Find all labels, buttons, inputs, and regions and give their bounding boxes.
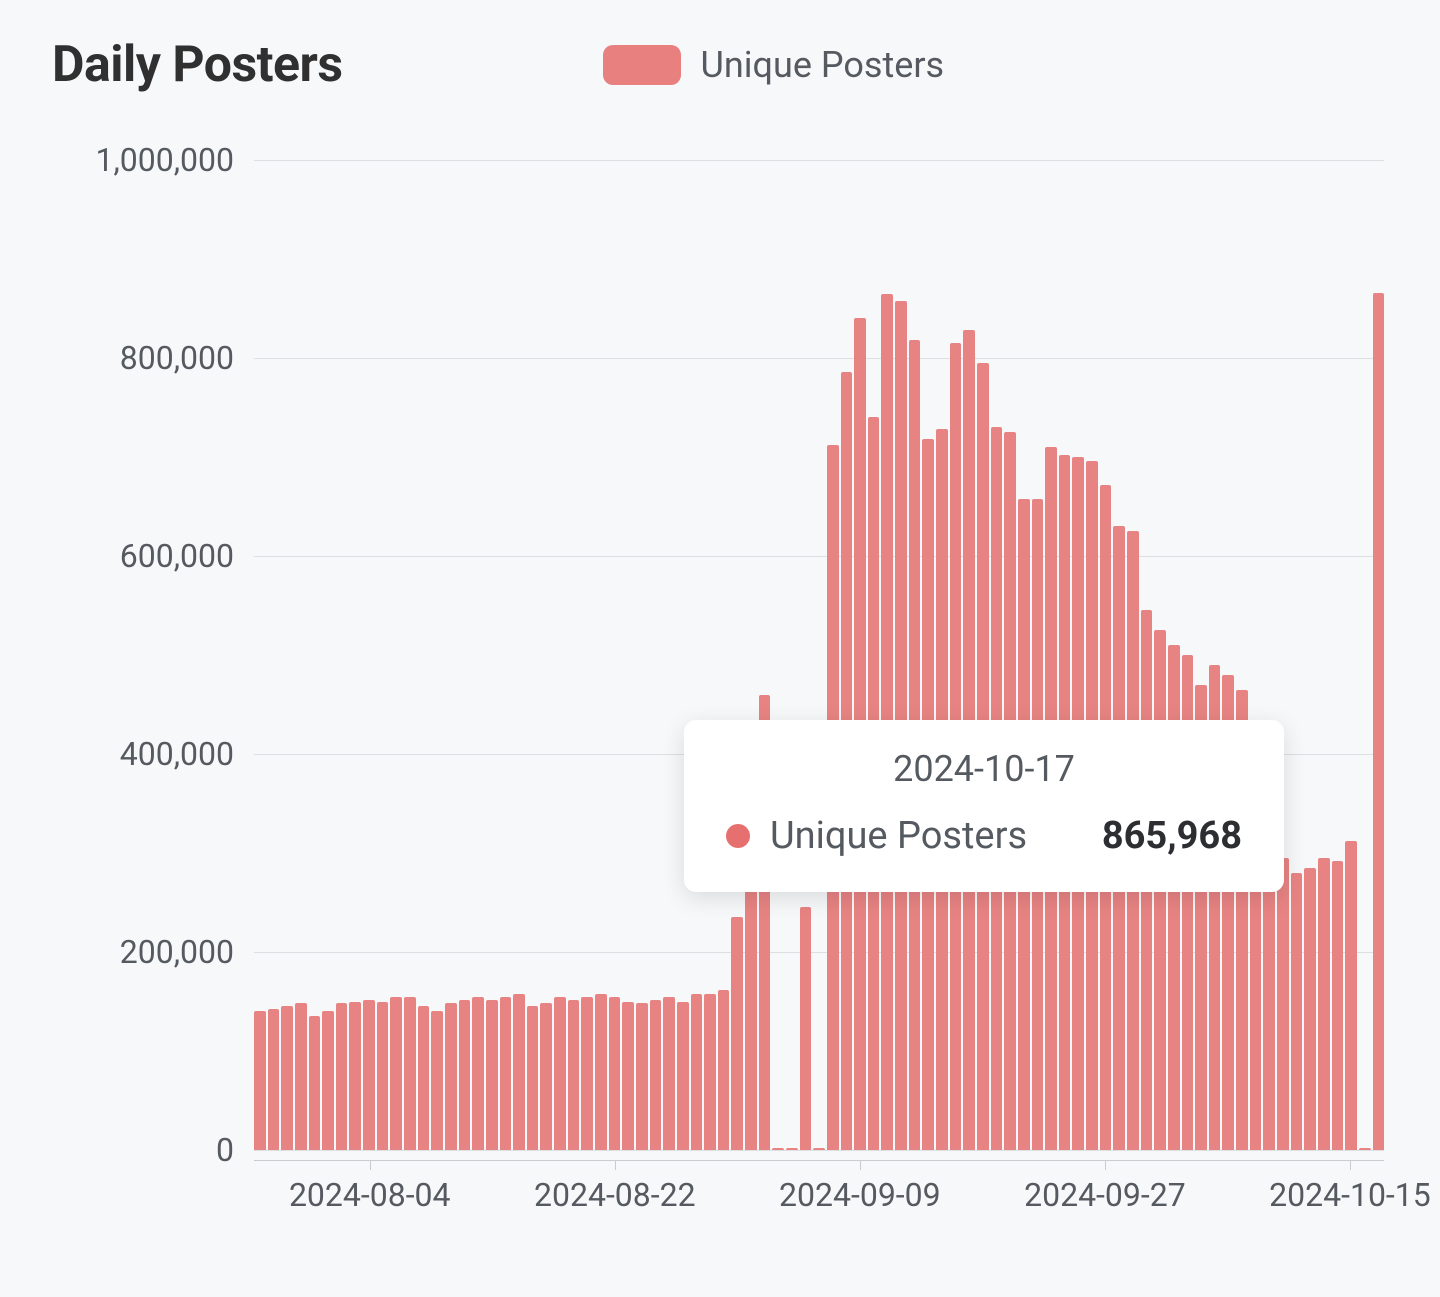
bar[interactable] bbox=[1291, 873, 1303, 1150]
bar[interactable] bbox=[1373, 293, 1385, 1150]
bar[interactable] bbox=[622, 1002, 634, 1151]
y-tick-label: 800,000 bbox=[24, 339, 234, 377]
tooltip-date: 2024-10-17 bbox=[726, 748, 1242, 790]
bar[interactable] bbox=[540, 1003, 552, 1150]
tooltip-row: Unique Posters 865,968 bbox=[726, 814, 1242, 858]
bar[interactable] bbox=[718, 990, 730, 1150]
bar[interactable] bbox=[1345, 841, 1357, 1150]
bar[interactable] bbox=[431, 1011, 443, 1150]
bars-group bbox=[254, 160, 1384, 1150]
bar[interactable] bbox=[459, 1000, 471, 1150]
bar[interactable] bbox=[1277, 858, 1289, 1150]
bar[interactable] bbox=[445, 1003, 457, 1150]
tooltip-dot-icon bbox=[726, 824, 750, 848]
chart-legend[interactable]: Unique Posters bbox=[603, 44, 945, 86]
bar[interactable] bbox=[527, 1006, 539, 1150]
y-tick-label: 400,000 bbox=[24, 735, 234, 773]
bar[interactable] bbox=[1304, 868, 1316, 1150]
bar[interactable] bbox=[472, 997, 484, 1150]
bar[interactable] bbox=[254, 1011, 266, 1150]
bar[interactable] bbox=[513, 994, 525, 1150]
y-tick-label: 600,000 bbox=[24, 537, 234, 575]
bar[interactable] bbox=[568, 1000, 580, 1150]
x-tick bbox=[1350, 1160, 1351, 1170]
chart-area: 2024-08-04 2024-08-22 2024-09-09 2024-09-27… bbox=[24, 140, 1394, 1230]
bar[interactable] bbox=[595, 994, 607, 1150]
chart-tooltip: 2024-10-17 Unique Posters 865,968 bbox=[684, 720, 1284, 892]
bar[interactable] bbox=[1359, 1148, 1371, 1150]
bar[interactable] bbox=[813, 1148, 825, 1150]
bar[interactable] bbox=[1332, 861, 1344, 1150]
bar[interactable] bbox=[581, 997, 593, 1150]
bar[interactable] bbox=[390, 997, 402, 1150]
legend-swatch bbox=[603, 45, 681, 85]
bar[interactable] bbox=[322, 1011, 334, 1150]
bar[interactable] bbox=[295, 1003, 307, 1150]
bar[interactable] bbox=[309, 1016, 321, 1150]
y-tick-label: 0 bbox=[24, 1131, 234, 1169]
y-tick-label: 200,000 bbox=[24, 933, 234, 971]
bar[interactable] bbox=[1318, 858, 1330, 1150]
bar[interactable] bbox=[636, 1003, 648, 1150]
x-tick bbox=[860, 1160, 861, 1170]
chart-container: Daily Posters Unique Posters 2024-08-042… bbox=[0, 0, 1440, 1297]
bar[interactable] bbox=[363, 1000, 375, 1150]
legend-label: Unique Posters bbox=[701, 44, 945, 86]
bar[interactable] bbox=[704, 994, 716, 1150]
x-tick bbox=[1105, 1160, 1106, 1170]
tooltip-value: 865,968 bbox=[1102, 814, 1242, 858]
bar[interactable] bbox=[281, 1006, 293, 1150]
gridline bbox=[254, 1150, 1384, 1151]
bar[interactable] bbox=[500, 997, 512, 1150]
x-tick bbox=[615, 1160, 616, 1170]
bar[interactable] bbox=[377, 1002, 389, 1151]
x-tick-label: 2024-10-15 bbox=[1269, 1176, 1431, 1214]
tooltip-series-label: Unique Posters bbox=[770, 814, 1082, 858]
x-tick-label: 2024-09-09 bbox=[779, 1176, 941, 1214]
bar[interactable] bbox=[663, 997, 675, 1150]
plot-area[interactable] bbox=[254, 160, 1384, 1150]
x-tick bbox=[370, 1160, 371, 1170]
bar[interactable] bbox=[336, 1003, 348, 1150]
x-tick-label: 2024-08-22 bbox=[534, 1176, 696, 1214]
bar[interactable] bbox=[731, 917, 743, 1150]
bar[interactable] bbox=[418, 1006, 430, 1150]
x-axis-line bbox=[254, 1160, 1384, 1161]
x-tick-label: 2024-09-27 bbox=[1024, 1176, 1186, 1214]
bar[interactable] bbox=[772, 1148, 784, 1150]
bar[interactable] bbox=[609, 997, 621, 1150]
bar[interactable] bbox=[691, 994, 703, 1150]
bar[interactable] bbox=[404, 997, 416, 1150]
bar[interactable] bbox=[268, 1009, 280, 1150]
bar[interactable] bbox=[650, 1000, 662, 1150]
y-tick-label: 1,000,000 bbox=[24, 141, 234, 179]
bar[interactable] bbox=[349, 1002, 361, 1151]
chart-title: Daily Posters bbox=[52, 36, 343, 94]
chart-header: Daily Posters Unique Posters bbox=[24, 30, 1416, 140]
bar[interactable] bbox=[486, 1000, 498, 1150]
bar[interactable] bbox=[554, 997, 566, 1150]
bar[interactable] bbox=[786, 1148, 798, 1150]
x-tick-label: 2024-08-04 bbox=[289, 1176, 451, 1214]
bar[interactable] bbox=[800, 907, 812, 1150]
bar[interactable] bbox=[677, 1002, 689, 1151]
x-axis: 2024-08-04 2024-08-22 2024-09-09 2024-09-27… bbox=[254, 1160, 1384, 1230]
